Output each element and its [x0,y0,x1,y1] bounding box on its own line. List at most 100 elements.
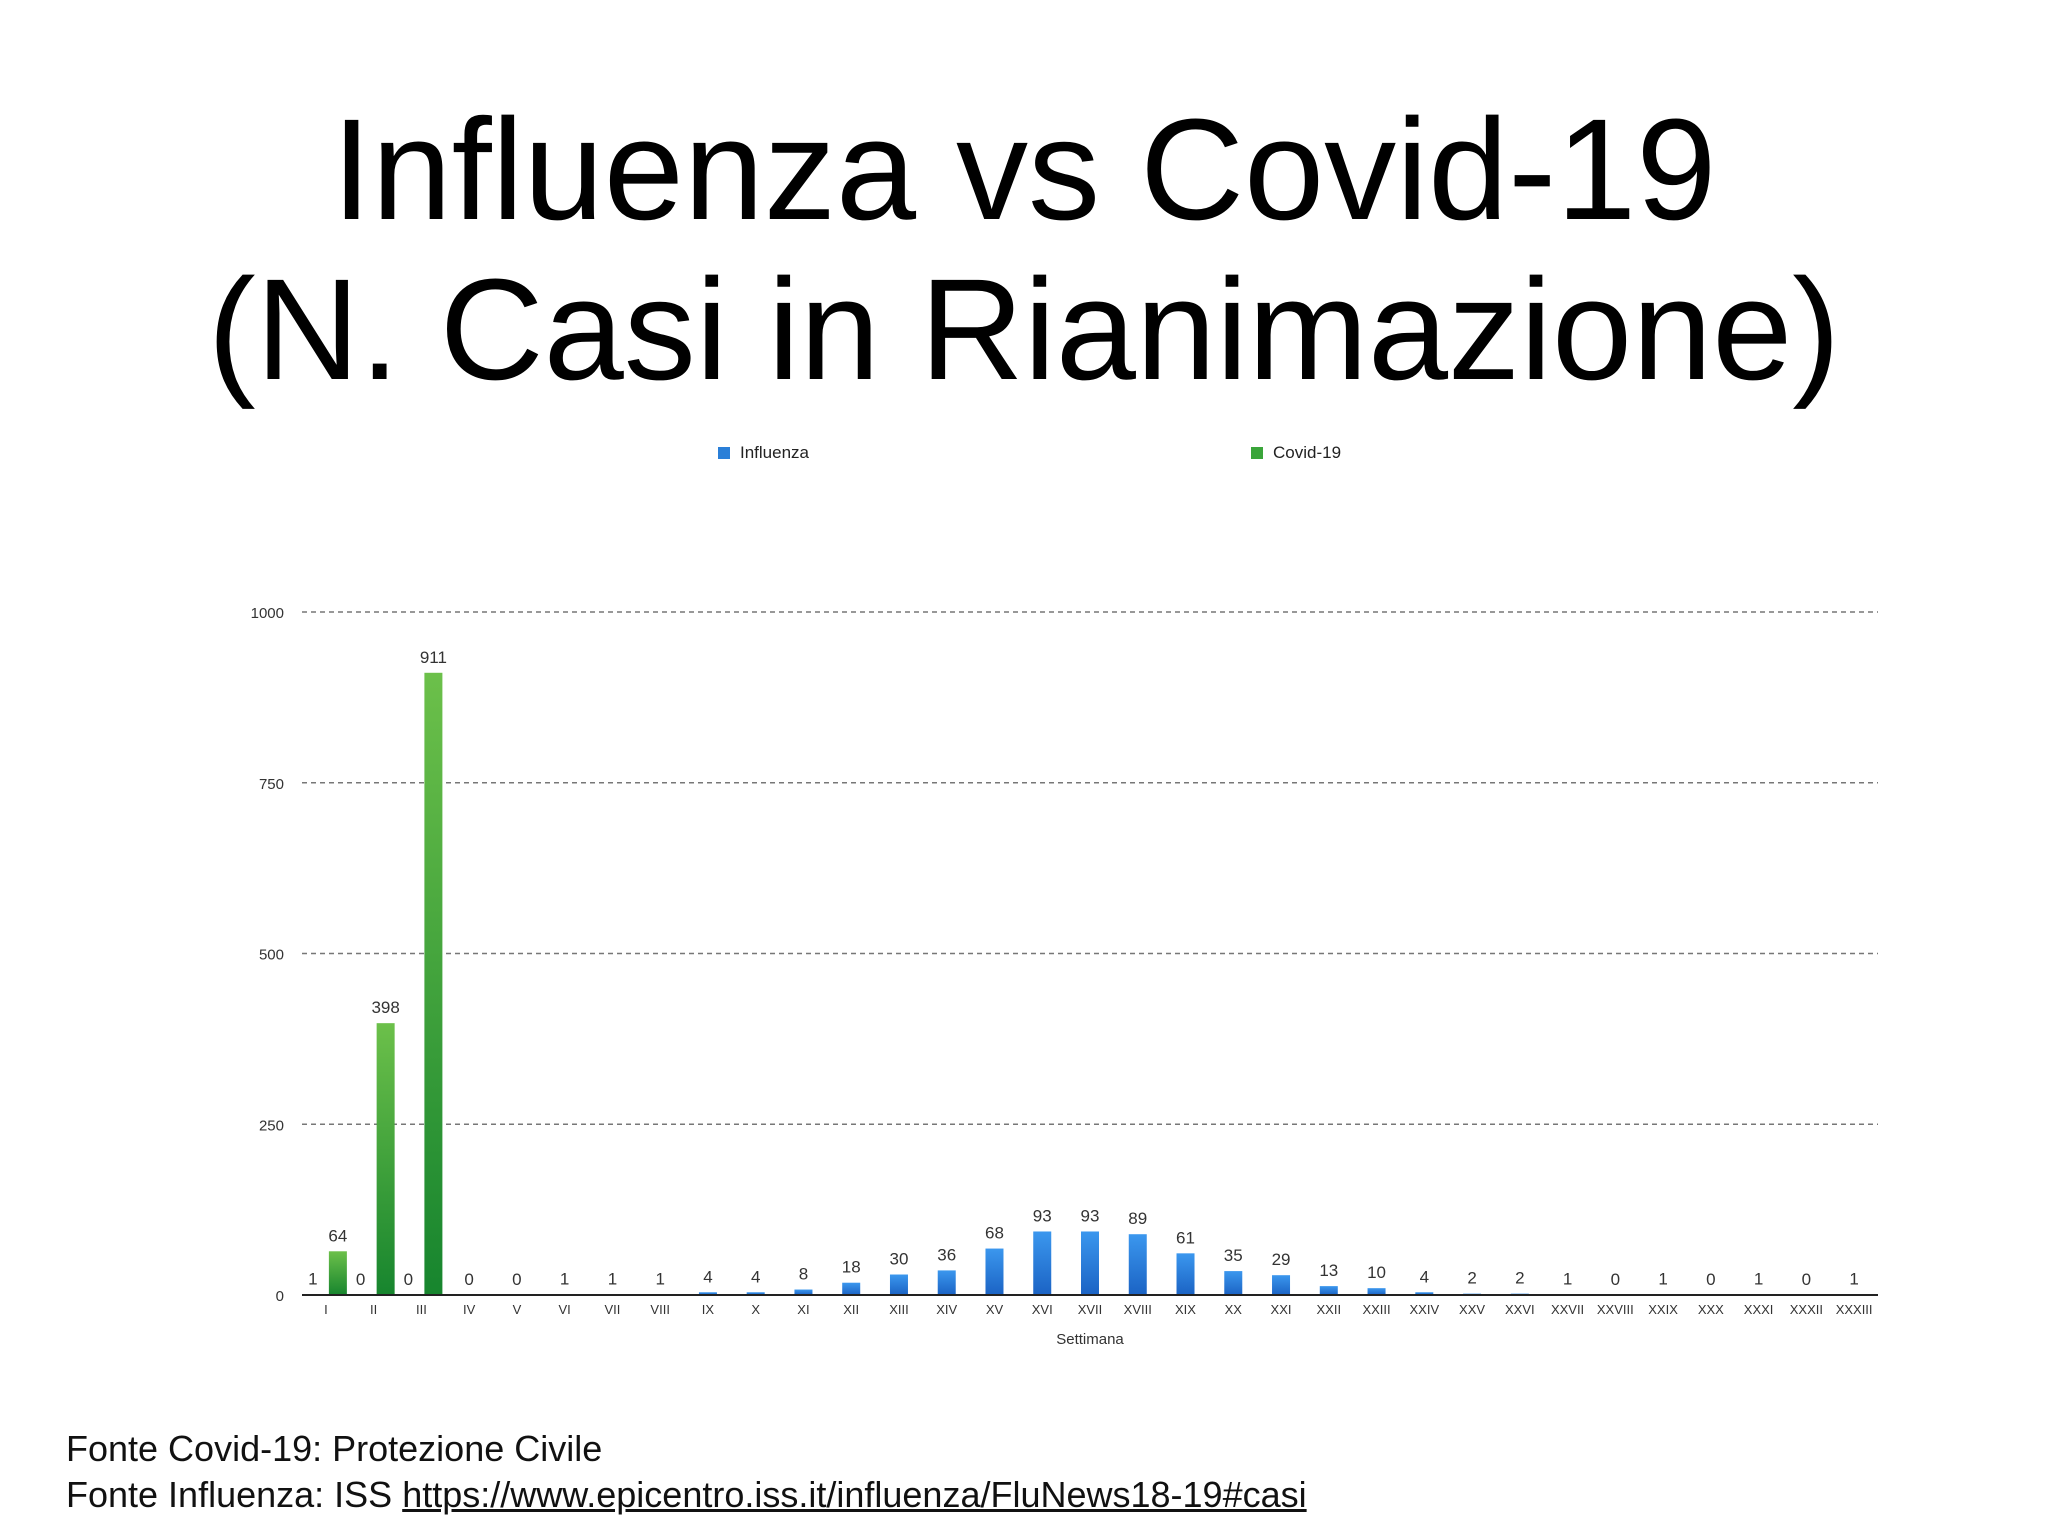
legend-item-covid: Covid-19 [1251,443,1341,463]
x-tick-label: XX [1225,1302,1243,1317]
data-label-bg [981,1222,1008,1243]
data-label-influenza: 10 [1367,1263,1386,1282]
data-labels: 1 64 0 398 0 911 0 0 1 1 1 4 4 8 18 30 36 68 93 93 89 61 35 29 1… [299,646,1868,1289]
data-label-influenza: 1 [1849,1269,1858,1288]
data-label-influenza: 35 [1224,1246,1243,1265]
x-tick-label: XIX [1175,1302,1196,1317]
data-label-bg [1363,1262,1390,1283]
data-label-bg [1172,1227,1199,1248]
data-label-bg [885,1248,912,1269]
data-label-bg [395,1269,422,1289]
data-label-bg [742,1266,769,1287]
data-label-influenza: 1 [1754,1269,1763,1288]
data-label-influenza: 89 [1128,1209,1147,1228]
data-label-covid: 911 [420,648,447,667]
data-label-bg [1506,1267,1533,1288]
data-label-influenza: 1 [1658,1269,1667,1288]
data-label-influenza: 0 [464,1270,473,1289]
data-label-influenza: 0 [1706,1270,1715,1289]
x-tick-label: XVII [1078,1302,1103,1317]
data-label-bg [1220,1245,1247,1266]
data-label-influenza: 2 [1515,1269,1524,1288]
x-tick-label: XII [843,1302,859,1317]
bar-influenza [985,1248,1004,1295]
x-tick-label: III [416,1302,427,1317]
x-tick-label: XXXII [1790,1302,1823,1317]
y-tick-label: 1000 [251,605,284,622]
bar-influenza [889,1274,908,1295]
x-tick-label: XXXIII [1836,1302,1873,1317]
bar-covid [376,1023,395,1295]
x-tick-label: XV [986,1302,1004,1317]
x-tick-label: XXII [1316,1302,1341,1317]
data-label-covid: 64 [328,1226,347,1245]
data-label-bg [1124,1208,1151,1229]
data-label-bg [1268,1249,1295,1270]
y-tick-label: 250 [259,1117,284,1134]
data-label-influenza: 93 [1081,1206,1100,1225]
data-label-bg [1077,1205,1103,1226]
legend-swatch-influenza [718,447,730,459]
y-tick-label: 0 [276,1288,284,1305]
bar-influenza [1224,1271,1243,1295]
data-label-influenza: 1 [308,1269,317,1288]
source-influenza-prefix: Fonte Influenza: ISS [66,1474,403,1515]
bars [303,672,1864,1295]
bar-covid [424,672,443,1295]
legend-swatch-covid [1251,447,1263,459]
x-tick-label: XXV [1459,1302,1485,1317]
data-label-influenza: 8 [799,1265,808,1284]
slide-title-line-2: (N. Casi in Rianimazione) [207,249,1841,410]
slide-title-line-1: Influenza vs Covid-19 [331,89,1717,250]
x-tick-label: X [751,1302,760,1317]
source-influenza-link[interactable]: https://www.epicentro.iss.it/influenza/F… [402,1474,1307,1515]
bar-influenza [1367,1288,1386,1295]
data-label-bg [1697,1269,1724,1289]
source-influenza: Fonte Influenza: ISS https://www.epicent… [66,1474,1307,1516]
data-label-bg [647,1268,674,1289]
data-label-influenza: 1 [608,1269,617,1288]
data-label-influenza: 0 [1802,1270,1811,1289]
x-tick-label: XXI [1271,1302,1292,1317]
x-tick-label: VII [604,1302,620,1317]
data-label-influenza: 0 [404,1270,413,1289]
data-label-bg [1029,1205,1056,1226]
data-label-influenza: 18 [842,1258,861,1277]
data-label-influenza: 4 [751,1267,760,1286]
data-label-bg [1650,1268,1677,1289]
x-tick-label: I [324,1302,328,1317]
bar-influenza [794,1289,813,1295]
bar-influenza [1272,1275,1291,1295]
x-tick-label: XXXI [1744,1302,1774,1317]
x-tick-label: XI [797,1302,809,1317]
data-label-bg [1745,1268,1772,1289]
bar-influenza [842,1282,861,1295]
data-label-bg [456,1269,483,1289]
gridlines [302,611,1878,1125]
data-label-influenza: 68 [985,1224,1004,1243]
x-tick-label: VI [559,1302,571,1317]
x-tick-label: II [370,1302,377,1317]
data-label-covid: 398 [371,998,399,1017]
bar-influenza [1081,1231,1099,1295]
x-tick-label: XXIV [1409,1302,1439,1317]
data-label-bg [838,1256,865,1277]
data-label-bg [503,1269,530,1289]
legend-item-influenza: Influenza [718,443,809,463]
data-label-bg [1841,1268,1868,1289]
data-label-bg [319,1225,356,1246]
x-tick-label: IX [702,1302,715,1317]
data-label-influenza: 1 [655,1269,664,1288]
data-label-bg [1411,1266,1438,1287]
data-label-influenza: 2 [1467,1269,1476,1288]
data-label-bg [299,1268,326,1289]
data-label-bg [347,1269,374,1289]
data-label-bg [694,1266,721,1287]
x-tick-label: XVIII [1124,1302,1152,1317]
data-label-bg [1459,1267,1486,1288]
data-label-bg [1602,1269,1629,1289]
data-label-influenza: 0 [512,1270,521,1289]
data-label-influenza: 1 [560,1269,569,1288]
bar-influenza [698,1292,717,1295]
bar-covid [328,1251,347,1295]
